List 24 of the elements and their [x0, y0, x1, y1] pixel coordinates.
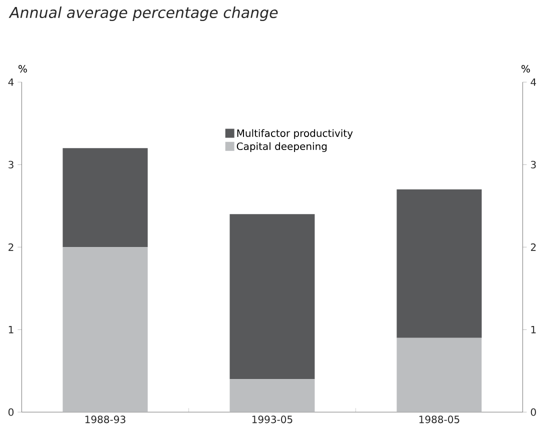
y2-tick-label: 3	[531, 160, 536, 168]
y-tick-label: 1	[8, 326, 14, 334]
bar	[230, 214, 315, 380]
y-axis-title: %	[18, 65, 27, 73]
bar	[396, 189, 482, 338]
legend-label: Capital deepening	[236, 142, 327, 152]
bar	[62, 148, 148, 248]
y2-axis-title: %	[522, 65, 530, 73]
y2-tick-label: 0	[530, 408, 536, 416]
y-tick-label: 2	[8, 243, 14, 251]
bar	[62, 247, 148, 412]
y2-tick-label: 4	[530, 78, 536, 86]
y-tick-label: 3	[8, 160, 14, 168]
y2-tick-label: 2	[530, 243, 536, 251]
chart-title: Annual average percentage change	[8, 6, 278, 22]
y-tick-label: 4	[8, 78, 14, 86]
bar	[230, 379, 315, 412]
y2-tick-label: 1	[531, 326, 536, 334]
bar	[396, 338, 482, 412]
x-tick-label: 1993-05	[252, 416, 292, 424]
legend-label: Multifactor productivity	[237, 129, 353, 139]
x-tick-label: 1988-05	[419, 416, 460, 424]
y-tick-label: 0	[8, 408, 14, 416]
x-tick-label: 1988-93	[85, 416, 126, 424]
